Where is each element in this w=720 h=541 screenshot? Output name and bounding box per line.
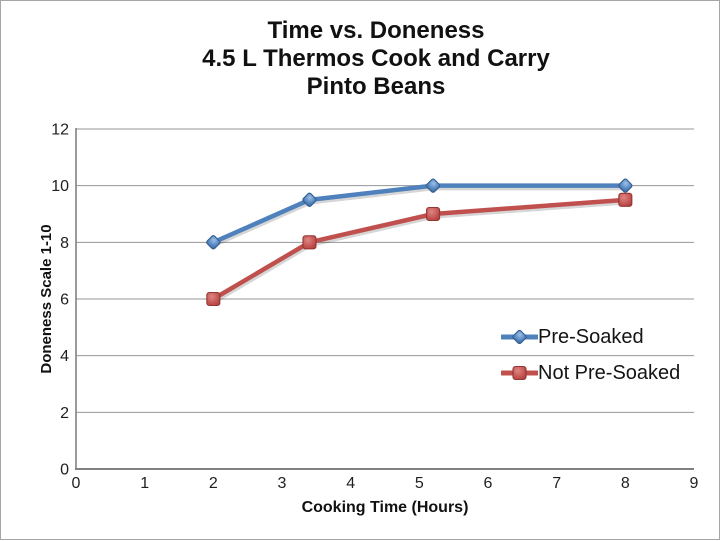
x-axis-title: Cooking Time (Hours): [301, 499, 469, 516]
x-tick-label-0: 0: [72, 475, 81, 492]
legend-marker-shape-not-pre-soaked: [512, 365, 527, 381]
legend-label-not-pre-soaked: Not Pre-Soaked: [538, 362, 681, 384]
legend-marker-pre-soaked-icon: [501, 329, 538, 345]
y-tick-label-10: 10: [51, 178, 69, 195]
legend-item-pre-soaked: Pre-Soaked: [501, 325, 644, 349]
x-tick-label-6: 6: [484, 475, 493, 492]
x-tick-label-1: 1: [140, 475, 149, 492]
x-tick-label-8: 8: [621, 475, 630, 492]
chart-title-line-2: 4.5 L Thermos Cook and Carry: [202, 45, 550, 72]
x-tick-label-2: 2: [209, 475, 218, 492]
legend-marker-not-pre-soaked-icon: [501, 365, 538, 381]
series-line-shadow-pre-soaked: [212, 185, 629, 247]
legend-marker-shape-pre-soaked: [512, 329, 527, 345]
series-line-pre-soaked: [211, 183, 628, 245]
y-tick-label-6: 6: [60, 292, 69, 309]
marker-not-pre-soaked: [302, 235, 317, 250]
x-tick-label-5: 5: [415, 475, 424, 492]
legend-item-not-pre-soaked: Not Pre-Soaked: [501, 361, 680, 385]
x-tick-label-4: 4: [346, 475, 355, 492]
marker-pre-soaked: [206, 235, 221, 250]
marker-not-pre-soaked: [206, 291, 221, 307]
marker-pre-soaked: [425, 178, 441, 193]
marker-not-pre-soaked: [426, 206, 441, 222]
marker-pre-soaked: [302, 192, 317, 207]
marker-not-pre-soaked: [618, 192, 633, 207]
x-tick-label-3: 3: [278, 475, 287, 492]
x-tick-label-7: 7: [552, 475, 561, 492]
chart-title-line-1: Time vs. Doneness: [267, 17, 485, 44]
y-tick-label-2: 2: [60, 405, 69, 422]
legend-label-pre-soaked: Pre-Soaked: [538, 326, 644, 348]
chart-title: Time vs. Doneness 4.5 L Thermos Cook and…: [31, 17, 720, 101]
marker-pre-soaked: [618, 178, 633, 193]
y-tick-label-0: 0: [60, 462, 69, 479]
chart-title-line-3: Pinto Beans: [306, 73, 446, 100]
y-tick-label-4: 4: [60, 348, 69, 365]
y-tick-label-12: 12: [51, 122, 69, 139]
series-line-not-pre-soaked: [211, 197, 628, 302]
y-tick-label-8: 8: [60, 235, 69, 252]
series-line-shadow-not-pre-soaked: [212, 199, 629, 304]
x-tick-label-9: 9: [690, 475, 699, 492]
y-axis-title: Doneness Scale 1-10: [38, 224, 55, 374]
